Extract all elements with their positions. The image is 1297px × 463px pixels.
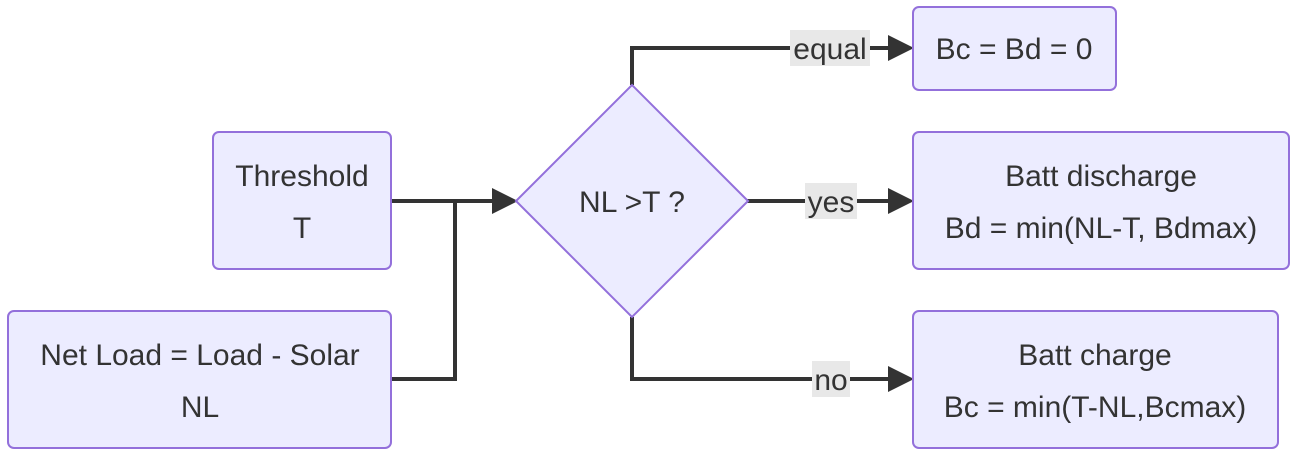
node-decision-diamond — [514, 83, 750, 319]
node-charge-line2: Bc = min(T-NL,Bcmax) — [944, 391, 1247, 424]
node-charge: Batt charge Bc = min(T-NL,Bcmax) — [912, 310, 1279, 449]
node-equal-result-box — [912, 6, 1117, 91]
edge-decision-to-charge — [630, 317, 888, 381]
edge-labels: equal yes no — [790, 30, 870, 397]
node-net-load-line1: Net Load = Load - Solar — [40, 339, 359, 372]
node-charge-box — [912, 310, 1279, 449]
edge-label-no-bg — [812, 361, 850, 397]
node-net-load-box — [7, 310, 392, 449]
node-equal-result: Bc = Bd = 0 — [912, 6, 1117, 91]
node-threshold-box — [212, 131, 392, 270]
arrowhead-charge — [888, 366, 914, 392]
edge-label-yes-bg — [805, 183, 857, 219]
edge-label-equal-bg — [790, 30, 870, 66]
edge-label-equal: equal — [793, 33, 866, 66]
node-discharge-line2: Bd = min(NL-T, Bdmax) — [945, 212, 1258, 245]
arrowhead-equal — [888, 35, 914, 61]
edge-label-yes: yes — [808, 186, 855, 219]
node-charge-line1: Batt charge — [1018, 339, 1171, 372]
node-discharge-box — [912, 131, 1290, 270]
edge-label-no: no — [814, 364, 847, 397]
node-decision: NL >T ? — [514, 83, 750, 319]
node-net-load: Net Load = Load - Solar NL — [7, 310, 392, 449]
node-threshold: Threshold T — [212, 131, 392, 270]
node-net-load-line2: NL — [181, 391, 219, 424]
node-discharge-line1: Batt discharge — [1005, 160, 1197, 193]
edge-netload-to-decision — [391, 201, 457, 381]
node-decision-text: NL >T ? — [579, 186, 685, 219]
arrowhead-discharge — [888, 188, 914, 214]
node-threshold-line2: T — [293, 212, 311, 245]
arrowhead-decision — [492, 188, 518, 214]
node-threshold-line1: Threshold — [235, 160, 368, 193]
node-discharge: Batt discharge Bd = min(NL-T, Bdmax) — [912, 131, 1290, 270]
node-equal-result-text: Bc = Bd = 0 — [936, 33, 1093, 66]
